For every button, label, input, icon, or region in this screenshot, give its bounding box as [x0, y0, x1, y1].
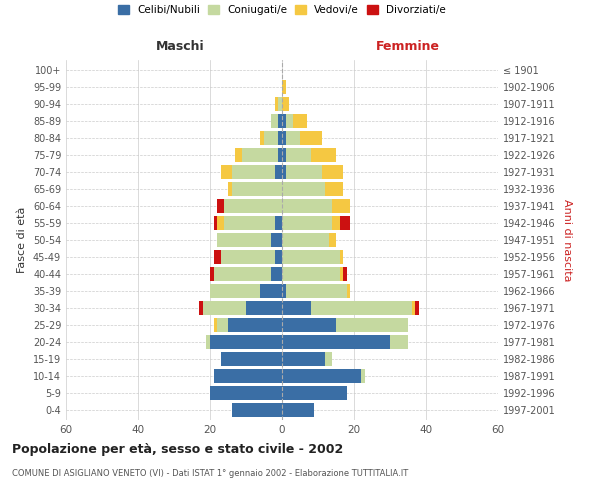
Bar — [232, 182, 282, 196]
Bar — [286, 284, 347, 298]
Bar — [286, 148, 311, 162]
Bar — [282, 266, 340, 281]
Bar — [210, 334, 282, 349]
Bar — [282, 182, 325, 196]
Bar — [217, 199, 224, 214]
Text: COMUNE DI ASIGLIANO VENETO (VI) - Dati ISTAT 1° gennaio 2002 - Elaborazione TUTT: COMUNE DI ASIGLIANO VENETO (VI) - Dati I… — [12, 468, 408, 477]
Bar — [343, 266, 347, 281]
Bar — [271, 114, 278, 128]
Bar — [347, 284, 350, 298]
Bar — [282, 334, 390, 349]
Bar — [271, 233, 282, 247]
Bar — [390, 334, 408, 349]
Bar — [221, 165, 232, 180]
Bar — [282, 165, 286, 180]
Bar — [214, 318, 217, 332]
Bar — [235, 148, 242, 162]
Bar — [286, 165, 322, 180]
Bar — [361, 368, 365, 383]
Bar — [282, 300, 311, 315]
Bar — [282, 402, 314, 417]
Bar — [278, 114, 282, 128]
Bar — [199, 300, 203, 315]
Bar — [282, 368, 361, 383]
Bar — [278, 97, 282, 112]
Bar — [260, 284, 282, 298]
Bar — [271, 266, 282, 281]
Bar — [336, 318, 408, 332]
Bar — [232, 165, 275, 180]
Bar — [282, 80, 286, 94]
Text: Popolazione per età, sesso e stato civile - 2002: Popolazione per età, sesso e stato civil… — [12, 442, 343, 456]
Bar — [214, 216, 217, 230]
Bar — [217, 233, 271, 247]
Text: Maschi: Maschi — [155, 40, 205, 52]
Bar — [311, 300, 412, 315]
Bar — [282, 284, 286, 298]
Bar — [217, 318, 228, 332]
Bar — [293, 114, 307, 128]
Bar — [275, 97, 278, 112]
Y-axis label: Anni di nascita: Anni di nascita — [562, 198, 572, 281]
Bar — [232, 402, 282, 417]
Bar — [278, 148, 282, 162]
Bar — [260, 131, 264, 146]
Bar — [300, 131, 322, 146]
Bar — [286, 114, 293, 128]
Bar — [340, 216, 350, 230]
Bar — [275, 216, 282, 230]
Bar — [221, 250, 275, 264]
Bar — [282, 250, 340, 264]
Bar — [282, 386, 347, 400]
Bar — [282, 199, 332, 214]
Bar — [206, 334, 210, 349]
Bar — [329, 233, 336, 247]
Bar — [311, 148, 336, 162]
Bar — [282, 216, 332, 230]
Bar — [286, 131, 300, 146]
Bar — [210, 284, 260, 298]
Bar — [214, 266, 271, 281]
Bar — [415, 300, 419, 315]
Bar — [221, 352, 282, 366]
Bar — [332, 216, 340, 230]
Y-axis label: Fasce di età: Fasce di età — [17, 207, 27, 273]
Bar — [210, 386, 282, 400]
Bar — [282, 352, 325, 366]
Bar — [282, 148, 286, 162]
Bar — [217, 216, 224, 230]
Bar — [278, 131, 282, 146]
Bar — [282, 97, 289, 112]
Bar — [203, 300, 246, 315]
Bar — [246, 300, 282, 315]
Bar — [224, 199, 282, 214]
Bar — [224, 216, 275, 230]
Bar — [275, 165, 282, 180]
Bar — [242, 148, 278, 162]
Bar — [412, 300, 415, 315]
Bar — [214, 250, 221, 264]
Bar — [322, 165, 343, 180]
Bar — [325, 182, 343, 196]
Bar — [340, 250, 343, 264]
Bar — [214, 368, 282, 383]
Bar — [340, 266, 343, 281]
Bar — [275, 250, 282, 264]
Bar — [282, 318, 336, 332]
Bar — [332, 199, 350, 214]
Bar — [228, 182, 232, 196]
Bar — [325, 352, 332, 366]
Bar — [210, 266, 214, 281]
Text: Femmine: Femmine — [376, 40, 440, 52]
Bar — [264, 131, 278, 146]
Bar — [228, 318, 282, 332]
Bar — [282, 114, 286, 128]
Bar — [282, 131, 286, 146]
Bar — [282, 233, 329, 247]
Legend: Celibi/Nubili, Coniugati/e, Vedovi/e, Divorziati/e: Celibi/Nubili, Coniugati/e, Vedovi/e, Di… — [118, 5, 446, 15]
